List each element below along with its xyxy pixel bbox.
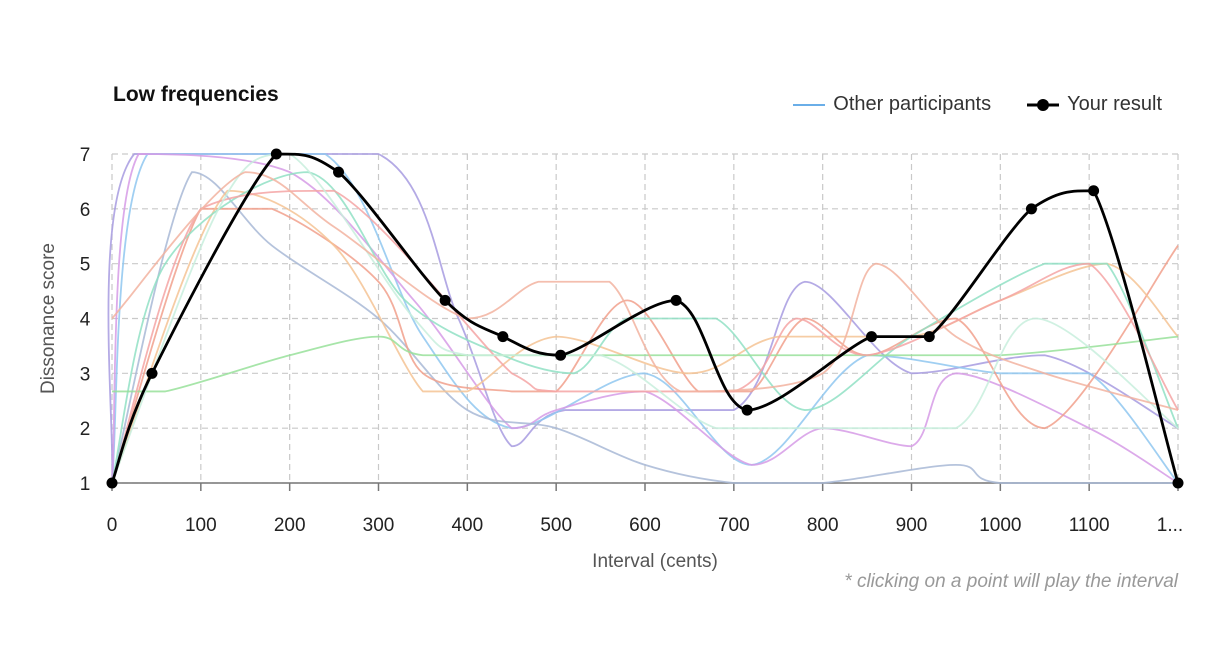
x-tick-label: 100 [185,515,217,536]
participant-line [111,171,1179,411]
y-tick-label: 6 [80,200,91,221]
x-tick-label: 700 [718,515,750,536]
your-result-point[interactable] [670,294,682,306]
x-tick-label: 1100 [1069,515,1110,536]
your-result-point[interactable] [1025,203,1037,215]
your-result-point[interactable] [741,404,753,416]
your-result-points [106,148,1184,489]
y-axis-label: Dissonance score [38,243,59,394]
your-result-point[interactable] [866,331,878,343]
chart-title: Low frequencies [113,83,279,106]
your-result-point[interactable] [439,294,451,306]
y-tick-label: 7 [80,145,91,166]
legend-label-your-result: Your result [1067,93,1162,115]
your-result-point[interactable] [555,349,567,361]
x-tick-label: 600 [629,515,661,536]
y-tick-label: 4 [80,310,91,331]
x-tick-label: 400 [451,515,483,536]
your-result-point[interactable] [106,477,118,489]
x-tick-label: 800 [807,515,839,536]
chart-legend: Other participants Your result [793,93,1162,116]
your-result-point[interactable] [146,367,158,379]
legend-line-point-swatch-icon [1027,98,1060,111]
participant-line [111,171,1178,484]
your-result-point[interactable] [270,148,282,160]
your-result-point[interactable] [333,166,345,178]
legend-item-your-result[interactable]: Your result [1027,93,1162,116]
participant-line [111,153,1179,484]
legend-line-swatch-icon [793,103,826,106]
participant-line [111,153,1179,484]
your-result-point[interactable] [1088,185,1100,197]
y-tick-label: 5 [80,255,91,276]
x-tick-label: 500 [540,515,572,536]
y-tick-label: 2 [80,419,91,440]
tick-labels: 0 100 200 300 400 500 600 700 800 900 1000 1100 1...… [80,145,1183,536]
x-tick-label: 1... [1157,515,1183,536]
other-participants-series [107,153,1179,484]
your-result-point[interactable] [497,331,509,343]
y-tick-label: 1 [80,474,91,495]
participant-line [111,189,1179,484]
your-result-point[interactable] [1172,477,1184,489]
legend-label-other-participants: Other participants [833,93,992,115]
x-tick-label: 200 [274,515,306,536]
x-tick-label: 1000 [979,515,1021,536]
chart-footnote: * clicking on a point will play the inte… [844,571,1178,592]
your-result-point[interactable] [923,331,935,343]
x-tick-label: 0 [107,515,118,536]
x-axis-label: Interval (cents) [592,551,718,572]
legend-item-other-participants[interactable]: Other participants [793,93,991,116]
participant-line [111,207,1179,484]
x-tick-label: 900 [896,515,928,536]
y-tick-label: 3 [80,364,91,385]
x-tick-label: 300 [363,515,395,536]
